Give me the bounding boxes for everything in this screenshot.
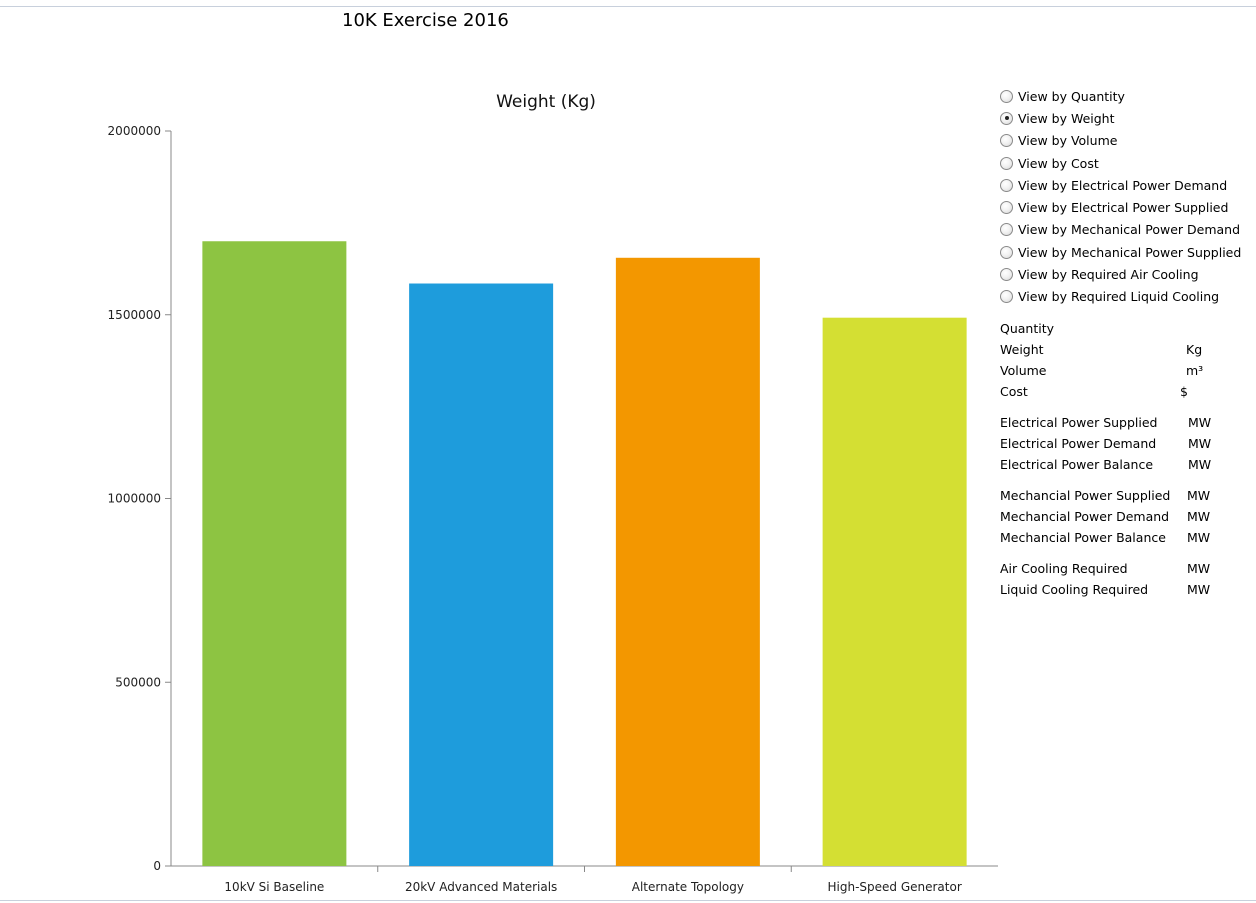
bar-high-speed-generator[interactable] bbox=[822, 317, 967, 866]
weight-bar-chart: Weight (Kg) 0 500000 1000000 1500000 2000000 1… bbox=[108, 92, 998, 894]
view-option-view-by-required-air-cooling[interactable]: View by Required Air Cooling bbox=[1000, 263, 1256, 285]
summary-row: Electrical Power Demand MW bbox=[1000, 433, 1250, 454]
summary-unit: Kg bbox=[1186, 342, 1203, 357]
y-tick-label: 2000000 bbox=[108, 124, 161, 138]
summary-label: Weight bbox=[1000, 342, 1044, 357]
summary-row: Volume m³ bbox=[1000, 360, 1250, 381]
summary-row: Electrical Power Supplied MW bbox=[1000, 412, 1250, 433]
radio-label: View by Electrical Power Supplied bbox=[1018, 200, 1229, 216]
y-tick-label: 1000000 bbox=[108, 492, 161, 506]
view-option-view-by-mechanical-power-supplied[interactable]: View by Mechanical Power Supplied bbox=[1000, 241, 1256, 263]
view-option-view-by-quantity[interactable]: View by Quantity bbox=[1000, 85, 1256, 107]
view-option-view-by-cost[interactable]: View by Cost bbox=[1000, 152, 1256, 174]
radio-label: View by Required Liquid Cooling bbox=[1018, 289, 1220, 305]
x-tick-label: 10kV Si Baseline bbox=[224, 880, 324, 894]
summary-label: Air Cooling Required bbox=[1000, 561, 1128, 576]
summary-unit: MW bbox=[1187, 582, 1211, 597]
radio-button[interactable] bbox=[1000, 223, 1013, 237]
summary-label: Quantity bbox=[1000, 321, 1055, 336]
summary-spacer bbox=[1000, 475, 1250, 485]
summary-label: Electrical Power Supplied bbox=[1000, 415, 1158, 430]
summary-spacer bbox=[1000, 402, 1250, 412]
radio-button[interactable] bbox=[1000, 178, 1013, 192]
summary-label: Mechancial Power Balance bbox=[1000, 530, 1166, 545]
summary-label: Mechancial Power Supplied bbox=[1000, 488, 1171, 503]
summary-row: Mechancial Power Demand MW bbox=[1000, 506, 1250, 527]
bottom-border bbox=[0, 900, 1256, 901]
summary-label: Volume bbox=[1000, 363, 1047, 378]
radio-label: View by Electrical Power Demand bbox=[1018, 177, 1228, 193]
radio-button[interactable] bbox=[1000, 268, 1013, 282]
chart-title: Weight (Kg) bbox=[496, 92, 596, 112]
radio-label: View by Weight bbox=[1018, 110, 1115, 126]
bar-alternate-topology[interactable] bbox=[615, 257, 760, 867]
summary-row: Quantity bbox=[1000, 318, 1250, 339]
view-option-view-by-electrical-power-demand[interactable]: View by Electrical Power Demand bbox=[1000, 174, 1256, 196]
summary-row: Liquid Cooling Required MW bbox=[1000, 579, 1250, 600]
radio-label: View by Volume bbox=[1018, 133, 1118, 149]
y-tick-label: 0 bbox=[153, 859, 161, 873]
summary-row: Mechancial Power Supplied MW bbox=[1000, 485, 1250, 506]
radio-button[interactable] bbox=[1000, 134, 1013, 148]
summary-unit: $ bbox=[1180, 384, 1188, 399]
radio-button[interactable] bbox=[1000, 156, 1013, 170]
view-options-radio-group: View by Quantity View by Weight View by Vo… bbox=[1000, 85, 1256, 308]
radio-button[interactable] bbox=[1000, 111, 1013, 125]
summary-label: Electrical Power Balance bbox=[1000, 457, 1154, 472]
top-border bbox=[0, 6, 1256, 7]
radio-button[interactable] bbox=[1000, 245, 1013, 259]
summary-unit: MW bbox=[1188, 436, 1212, 451]
radio-button[interactable] bbox=[1000, 201, 1013, 215]
summary-spacer bbox=[1000, 548, 1250, 558]
bar-10kv-si-baseline[interactable] bbox=[202, 241, 347, 866]
view-option-view-by-mechanical-power-demand[interactable]: View by Mechanical Power Demand bbox=[1000, 219, 1256, 241]
summary-unit: MW bbox=[1187, 488, 1211, 503]
summary-label: Cost bbox=[1000, 384, 1028, 399]
radio-button[interactable] bbox=[1000, 290, 1013, 304]
y-tick-label: 500000 bbox=[115, 675, 161, 689]
radio-label: View by Mechanical Power Supplied bbox=[1018, 244, 1242, 260]
view-option-view-by-volume[interactable]: View by Volume bbox=[1000, 130, 1256, 152]
radio-label: View by Required Air Cooling bbox=[1018, 267, 1199, 283]
radio-label: View by Quantity bbox=[1018, 88, 1125, 104]
summary-label: Liquid Cooling Required bbox=[1000, 582, 1149, 597]
x-tick-label: High-Speed Generator bbox=[827, 880, 961, 894]
summary-unit: MW bbox=[1188, 457, 1212, 472]
view-option-view-by-required-liquid-cooling[interactable]: View by Required Liquid Cooling bbox=[1000, 286, 1256, 308]
y-tick-label: 1500000 bbox=[108, 308, 161, 322]
summary-label: Mechancial Power Demand bbox=[1000, 509, 1170, 524]
bar-20kv-advanced-materials[interactable] bbox=[409, 283, 554, 866]
summary-unit: MW bbox=[1187, 561, 1211, 576]
page-title: 10K Exercise 2016 bbox=[342, 10, 509, 31]
view-option-view-by-electrical-power-supplied[interactable]: View by Electrical Power Supplied bbox=[1000, 196, 1256, 218]
view-option-view-by-weight[interactable]: View by Weight bbox=[1000, 107, 1256, 129]
summary-row: Cost $ bbox=[1000, 381, 1250, 402]
radio-button[interactable] bbox=[1000, 89, 1013, 103]
radio-label: View by Cost bbox=[1018, 155, 1099, 171]
summary-row: Weight Kg bbox=[1000, 339, 1250, 360]
x-tick-label: 20kV Advanced Materials bbox=[405, 880, 557, 894]
x-tick-label: Alternate Topology bbox=[632, 880, 744, 894]
summary-row: Air Cooling Required MW bbox=[1000, 558, 1250, 579]
summary-row: Electrical Power Balance MW bbox=[1000, 454, 1250, 475]
radio-label: View by Mechanical Power Demand bbox=[1018, 222, 1241, 238]
summary-unit: m³ bbox=[1186, 363, 1204, 378]
summary-unit: MW bbox=[1188, 415, 1212, 430]
summary-label: Electrical Power Demand bbox=[1000, 436, 1157, 451]
summary-panel: Quantity Weight Kg Volume m³ Cost $ Electrical … bbox=[1000, 318, 1250, 600]
summary-unit: MW bbox=[1187, 530, 1211, 545]
summary-row: Mechancial Power Balance MW bbox=[1000, 527, 1250, 548]
summary-unit: MW bbox=[1187, 509, 1211, 524]
